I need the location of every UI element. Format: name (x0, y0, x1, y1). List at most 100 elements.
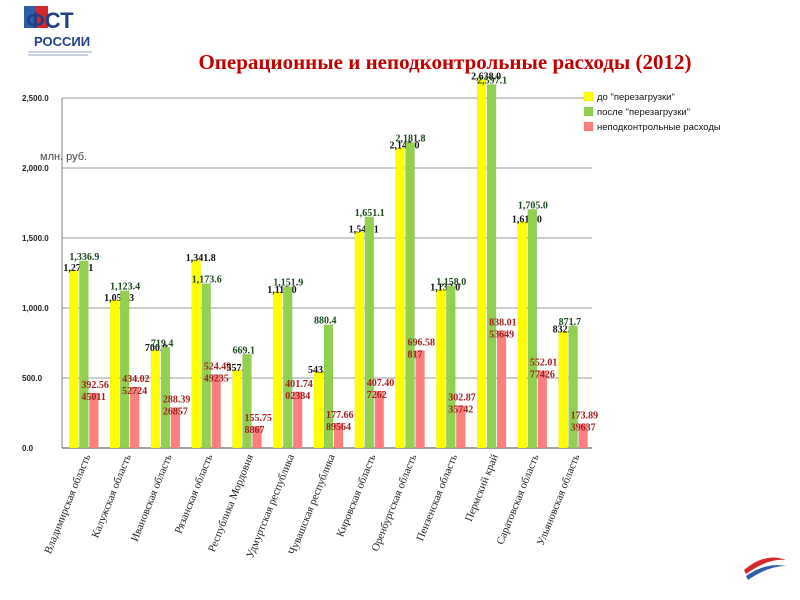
data-label: 401.74 (285, 379, 313, 390)
bar-3 (252, 425, 262, 449)
data-label: 1,336.9 (69, 252, 99, 263)
bar-2 (323, 324, 334, 449)
corner-swoosh-logo (740, 548, 790, 584)
data-label: 1,058.3 (104, 293, 134, 304)
bar-2 (364, 216, 375, 449)
fst-logo: ФСТ РОССИИ (18, 2, 102, 64)
bar-3 (415, 350, 425, 449)
x-tick-label: Пензенская область (414, 453, 460, 543)
bar-2 (119, 290, 130, 449)
bar-2 (446, 285, 456, 449)
bar-2 (527, 209, 538, 449)
x-tick-label: Калужская область (89, 453, 133, 540)
bar-2 (405, 142, 415, 449)
data-label: 2,597.1 (477, 75, 507, 86)
data-label: 838.01 (489, 318, 516, 329)
data-label: 302.87 (448, 393, 476, 404)
bar-2 (242, 354, 252, 449)
bar-3 (537, 370, 548, 449)
x-tick-label: Ивановская область (129, 453, 175, 544)
data-sublabel: 45011 (81, 392, 105, 403)
bar-1 (232, 369, 242, 449)
bar-3 (211, 374, 221, 449)
data-label: 669.1 (232, 345, 255, 356)
bar-2 (160, 347, 171, 449)
logo-text-main: ФСТ (26, 8, 74, 33)
data-label: 696.58 (408, 337, 436, 348)
page-title: Операционные и неподконтрольные расходы … (198, 50, 692, 74)
data-label: 1,123.4 (110, 282, 140, 293)
bar-2 (201, 283, 211, 449)
bar-1 (191, 259, 201, 449)
y-tick-label: 1,000.0 (22, 304, 49, 313)
x-tick-label: Кировская область (334, 453, 378, 539)
bar-1 (354, 231, 365, 449)
data-label: 832.8 (553, 324, 576, 335)
bar-3 (374, 390, 385, 449)
legend-label: до "перезагрузки" (597, 92, 675, 103)
bar-1 (69, 269, 79, 449)
data-label: 524.49 (204, 362, 232, 373)
bar-1 (313, 371, 324, 449)
y-tick-label: 0.0 (22, 444, 34, 453)
legend-swatch (583, 91, 594, 102)
data-label: 1,272.1 (63, 263, 93, 274)
data-sublabel: 26857 (163, 407, 188, 418)
bar-2 (282, 286, 293, 449)
data-sublabel: 35742 (448, 405, 473, 416)
bar-1 (272, 291, 283, 449)
bar-3 (89, 392, 99, 449)
bar-2 (79, 260, 89, 449)
data-label: 1,158.0 (436, 277, 466, 288)
y-tick-label: 500.0 (22, 374, 43, 383)
data-label: 1,617.0 (512, 215, 542, 226)
bar-1 (558, 331, 568, 449)
logo-flag-blue (24, 6, 36, 28)
bar-3 (129, 386, 140, 449)
legend-label: после "перезагрузки" (597, 107, 690, 118)
bar-3 (292, 391, 303, 449)
y-tick-label: 2,500.0 (22, 94, 49, 103)
legend-label: неподконтрольные расходы (597, 122, 721, 133)
bar-2 (486, 84, 497, 449)
data-label: 1,651.1 (355, 208, 385, 219)
bar-3 (456, 405, 466, 449)
legend-swatch (583, 121, 594, 132)
logo-flag-red (36, 6, 48, 28)
data-label: 557.0 (226, 363, 249, 374)
data-sublabel: 49235 (204, 374, 229, 385)
bar-2 (568, 325, 578, 449)
data-label: 407.40 (367, 378, 395, 389)
bar-1 (150, 349, 161, 449)
x-tick-label: Рязанская область (173, 453, 216, 536)
x-tick-label: Саратовская область (494, 453, 541, 547)
data-label: 700.9 (145, 343, 168, 354)
data-label: 1,132.0 (430, 283, 460, 294)
data-sublabel: 39637 (571, 423, 596, 434)
data-label: 880.4 (314, 316, 337, 327)
data-label: 288.39 (163, 395, 191, 406)
data-sublabel: 02384 (285, 391, 310, 402)
data-label: 871.7 (559, 317, 582, 328)
data-label: 1,116.0 (267, 285, 296, 296)
data-label: 155.75 (244, 413, 272, 424)
x-tick-label: Чувашская республика (286, 453, 337, 557)
data-sublabel: 52724 (122, 386, 147, 397)
x-tick-label: Пермский край (463, 453, 501, 524)
data-label: 1,151.9 (273, 278, 303, 289)
data-label: 2,181.8 (396, 134, 426, 145)
data-sublabel: 89564 (326, 422, 351, 433)
data-label: 173.89 (571, 411, 599, 422)
data-label: 434.02 (122, 374, 149, 385)
y-tick-label: 2,000.0 (22, 164, 49, 173)
data-label: 2,145.0 (390, 141, 420, 152)
data-label: 1,173.6 (192, 275, 222, 286)
x-tick-label: Ульяновская область (535, 453, 583, 548)
data-label: 1,341.8 (186, 253, 216, 264)
data-sublabel: 8867 (244, 425, 264, 436)
bar-1 (517, 221, 528, 449)
data-label: 1,705.0 (518, 200, 548, 211)
x-tick-label: Республика Мордовия (206, 453, 256, 554)
data-sublabel: 817 (408, 349, 423, 360)
